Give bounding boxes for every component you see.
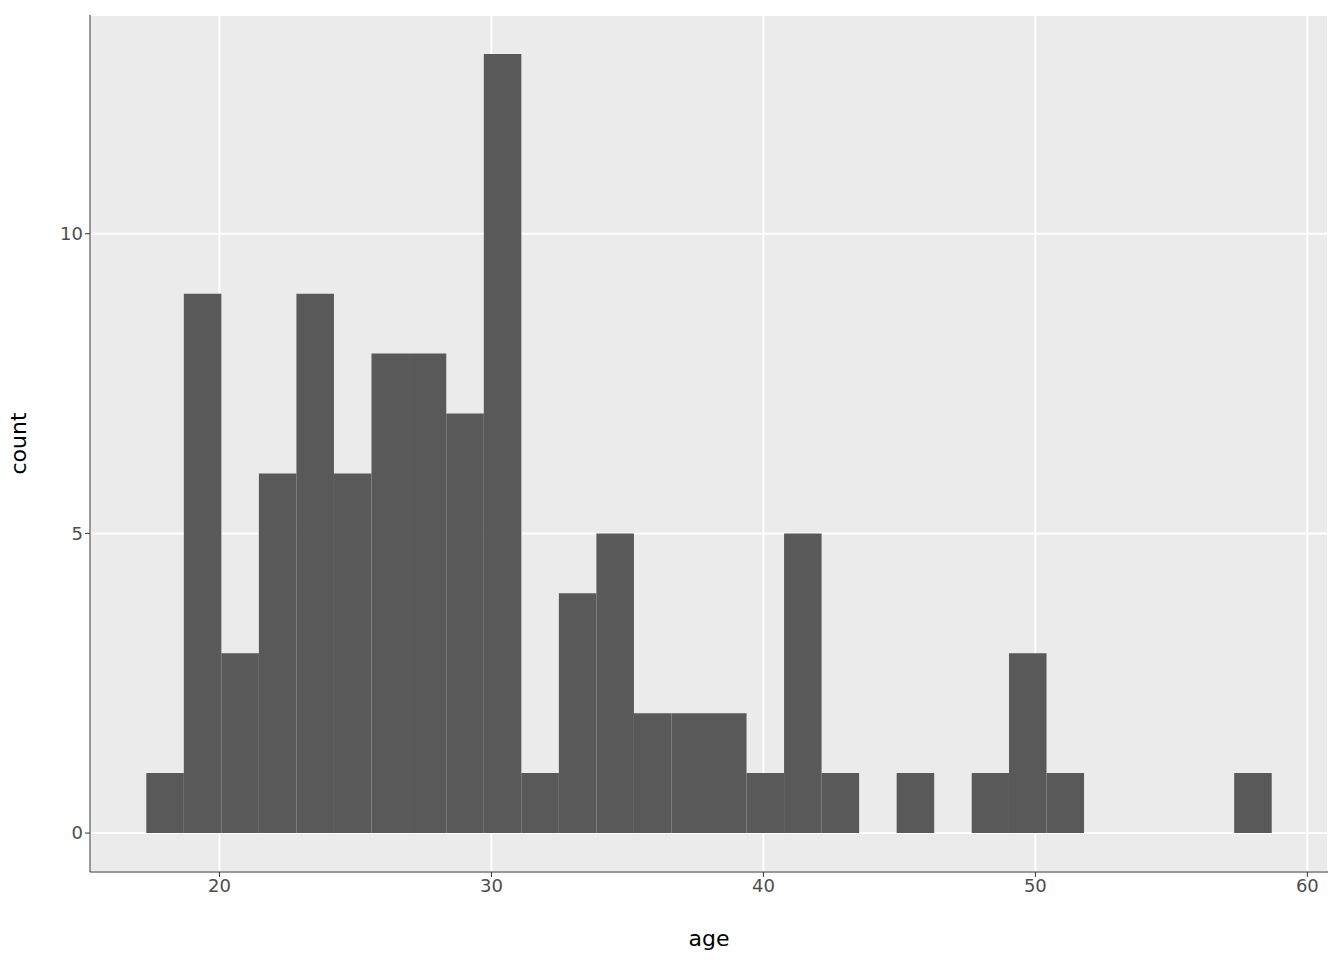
svg-text:30: 30 (480, 875, 503, 896)
svg-text:age: age (689, 926, 730, 951)
svg-text:0: 0 (72, 822, 83, 843)
svg-text:20: 20 (208, 875, 231, 896)
svg-text:count: count (8, 412, 31, 474)
svg-text:5: 5 (72, 523, 83, 544)
svg-text:40: 40 (752, 875, 775, 896)
svg-text:10: 10 (60, 223, 83, 244)
svg-text:60: 60 (1296, 875, 1319, 896)
svg-text:50: 50 (1024, 875, 1047, 896)
